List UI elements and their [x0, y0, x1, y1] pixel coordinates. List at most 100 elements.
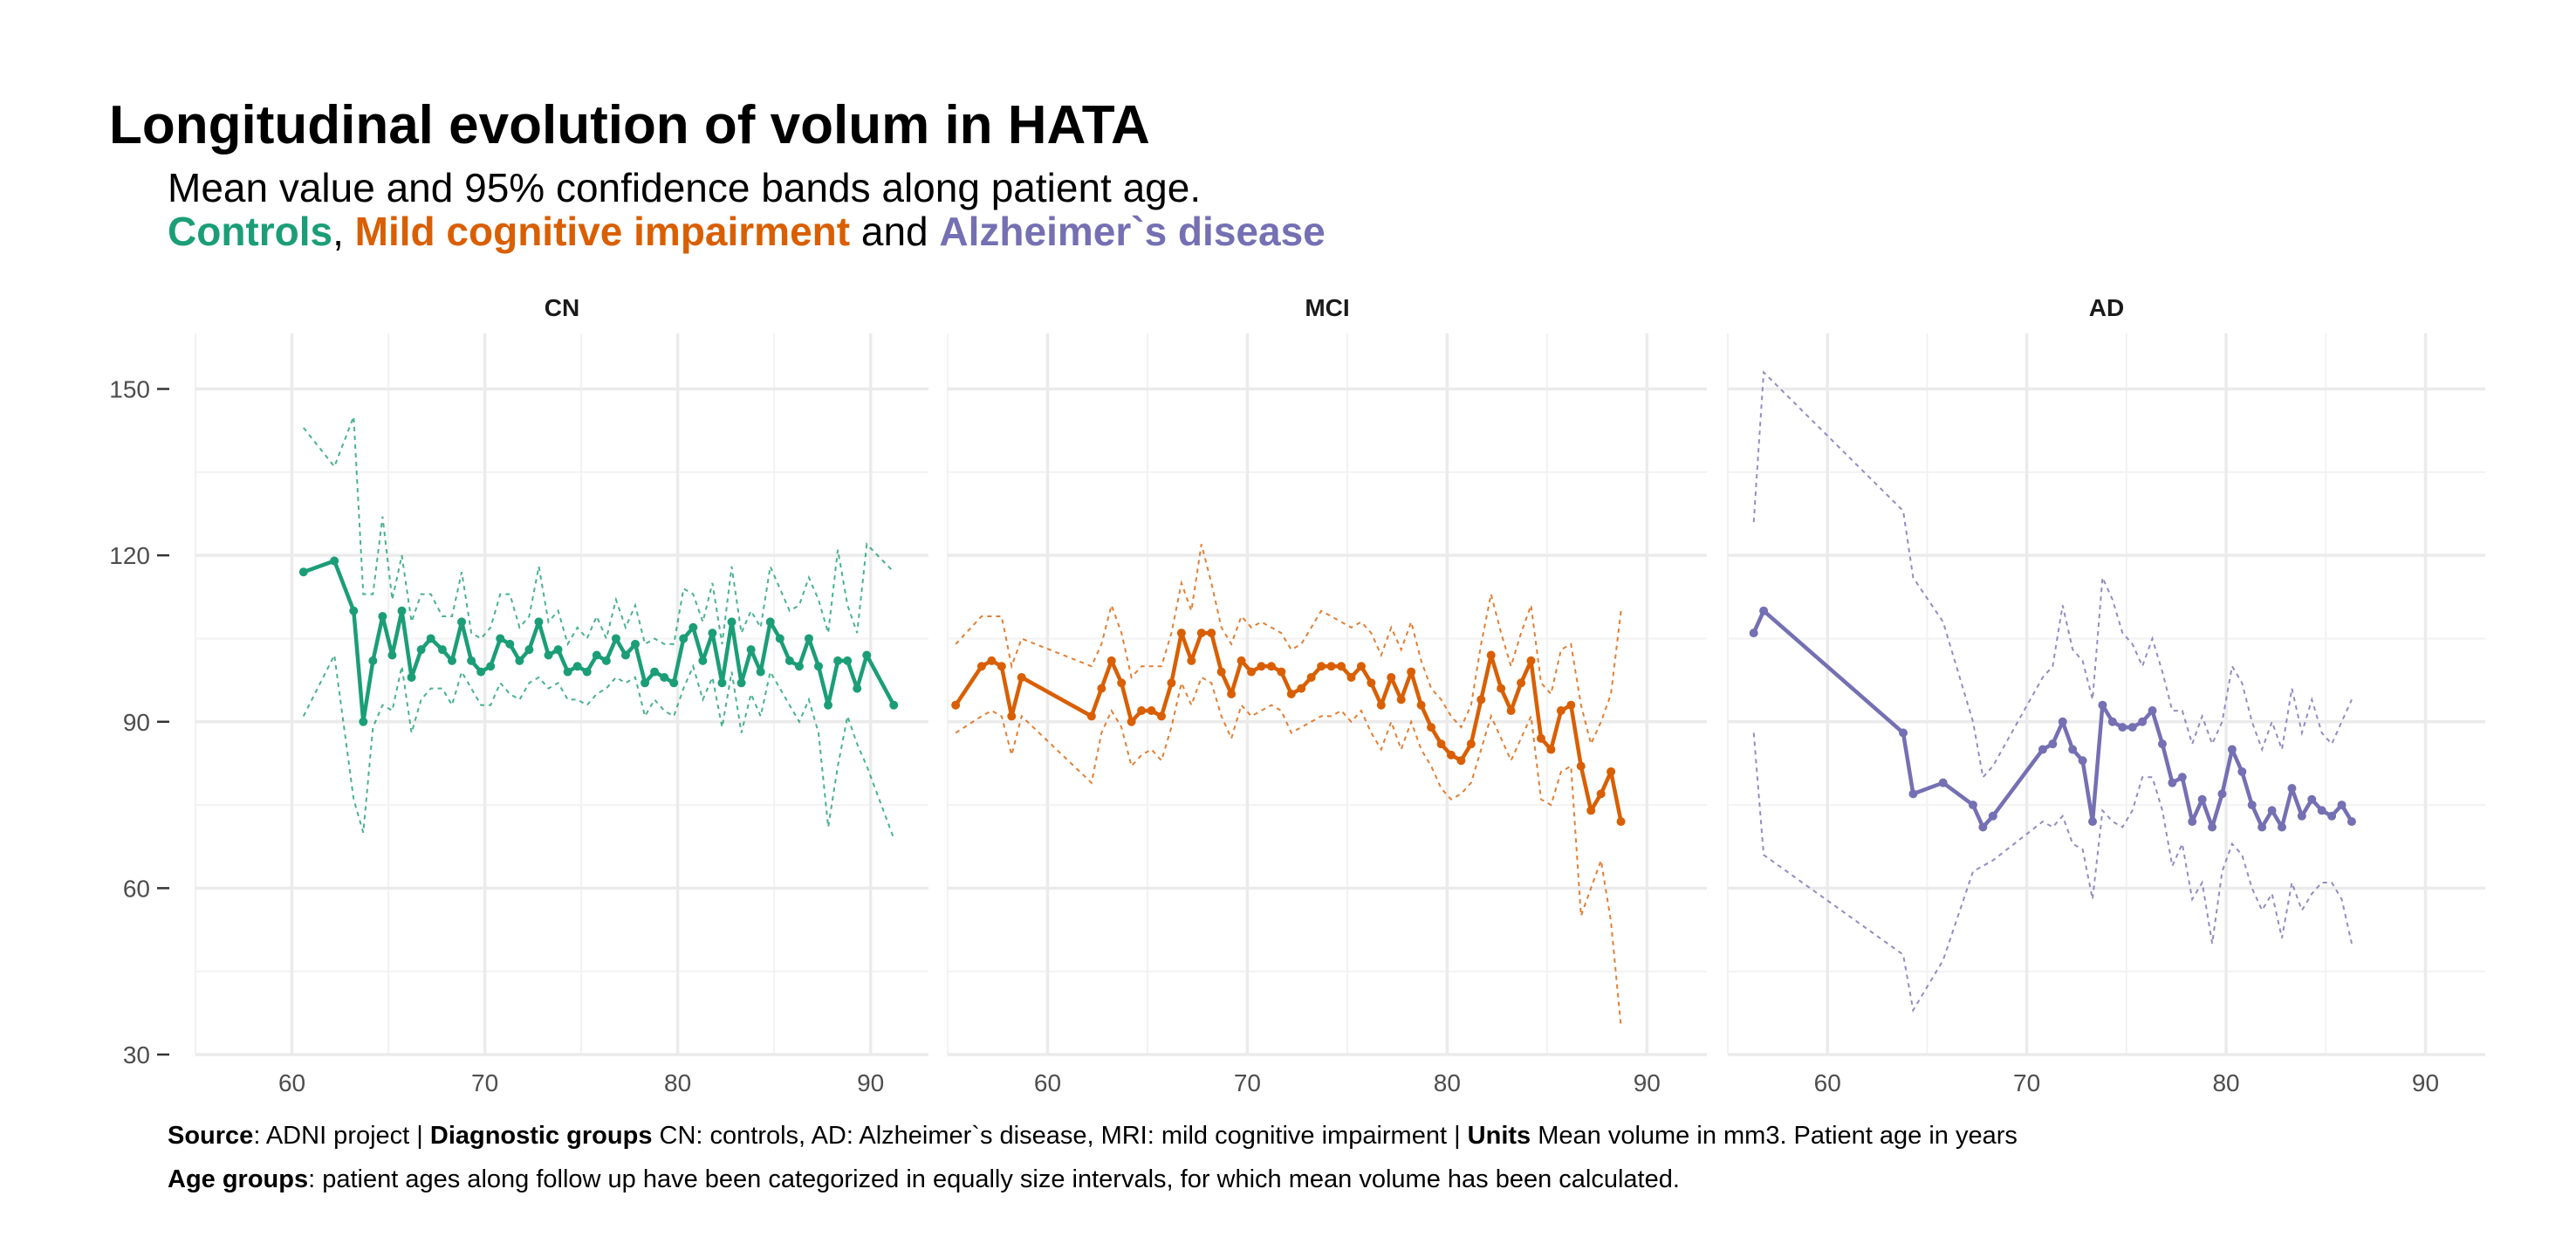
ad-mean-point: [2058, 717, 2067, 726]
mci-mean-point: [1476, 695, 1486, 704]
mci-mean-point: [1317, 662, 1326, 671]
mci-x-tick-label: 80: [1434, 1069, 1461, 1096]
ad-x-tick-label: 60: [1814, 1069, 1841, 1096]
cn-mean-point: [515, 656, 524, 665]
cn-mean-point: [853, 684, 862, 693]
mci-mean-point: [1216, 667, 1226, 677]
ad-mean-point: [1968, 801, 1977, 810]
cn-mean-point: [756, 667, 765, 677]
mci-mean-point: [1356, 662, 1366, 671]
mci-mean-point: [1436, 739, 1446, 749]
mci-mean-point: [1176, 629, 1186, 638]
cn-mean-point: [476, 667, 486, 677]
mci-x-tick-label: 90: [1634, 1069, 1661, 1096]
mci-lower-band: [955, 676, 1622, 1027]
mci-mean-point: [1576, 761, 1586, 771]
mci-mean-point: [1187, 656, 1196, 665]
cn-mean-point: [496, 634, 505, 643]
y-tick-label: 30: [123, 1041, 150, 1069]
mci-mean-point: [1517, 678, 1526, 688]
ad-mean-point: [2237, 766, 2247, 776]
mci-mean-point: [1586, 806, 1596, 815]
ad-mean-point: [2208, 822, 2217, 832]
ad-mean-point: [2048, 739, 2058, 749]
mci-mean-point: [1526, 656, 1536, 665]
mci-mean-point: [1556, 706, 1565, 716]
ad-mean-point: [1938, 778, 1948, 787]
mci-mean-point: [1596, 789, 1606, 799]
ad-x-tick-label: 80: [2212, 1069, 2239, 1096]
cn-mean-point: [611, 634, 620, 643]
ad-mean-point: [2118, 723, 2127, 732]
ad-mean-point: [2287, 784, 2297, 794]
cn-mean-point: [717, 678, 727, 688]
ad-x-tick-label: 70: [2013, 1069, 2040, 1096]
cn-mean-point: [620, 650, 630, 660]
mci-mean-point: [1207, 629, 1216, 638]
cn-mean-point: [330, 556, 339, 566]
mci-mean-point: [1446, 750, 1456, 759]
subtitle-controls: Controls: [168, 209, 333, 254]
cn-mean-point: [486, 662, 496, 671]
cn-mean-point: [784, 656, 794, 665]
ad-mean-point: [1749, 629, 1758, 638]
ad-mean-point: [1978, 822, 1988, 832]
ad-mean-point: [1899, 728, 1908, 738]
mci-mean-point: [1337, 662, 1346, 671]
ad-mean-point: [2177, 773, 2187, 782]
cn-upper-band: [303, 416, 894, 647]
mci-mean-point: [1506, 706, 1516, 716]
mci-mean-point: [1486, 650, 1496, 660]
ad-mean-point: [1759, 606, 1769, 615]
cn-mean-point: [650, 667, 660, 677]
mci-mean-line: [954, 630, 1623, 822]
cn-x-tick-label: 90: [857, 1069, 884, 1096]
mci-mean-point: [1147, 706, 1156, 716]
mci-mean-point: [1017, 672, 1026, 682]
cn-mean-point: [387, 650, 397, 660]
cn-x-tick-label: 70: [471, 1069, 498, 1096]
ad-mean-point: [2227, 745, 2237, 754]
cn-mean-point: [524, 645, 534, 655]
chart-subtitle-groups: Controls, Mild cognitive impairment and …: [168, 211, 1326, 251]
mci-mean-point: [1106, 656, 1116, 665]
mci-mean-point: [1227, 690, 1237, 698]
mci-mean-point: [951, 700, 961, 710]
cn-mean-point: [804, 634, 813, 643]
cn-x-tick-label: 80: [664, 1069, 691, 1096]
caption-line-2-part-1: : patient ages along follow up have been…: [308, 1165, 1680, 1193]
cn-mean-point: [407, 672, 416, 682]
ad-mean-point: [1908, 789, 1918, 799]
mci-mean-point: [1277, 667, 1286, 677]
mci-mean-point: [1097, 684, 1106, 693]
mci-x-tick-label: 60: [1034, 1069, 1061, 1096]
mci-mean-point: [1247, 667, 1256, 677]
caption-line-1-part-3: CN: controls, AD: Alzheimer`s disease, M…: [652, 1122, 1468, 1150]
ad-mean-point: [2107, 717, 2117, 726]
cn-mean-point: [448, 656, 456, 665]
ad-mean-point: [2038, 745, 2047, 754]
mci-mean-point: [1387, 672, 1396, 682]
ad-mean-point: [2197, 794, 2207, 804]
ad-mean-point: [2098, 700, 2107, 710]
mci-mean-point: [1616, 817, 1626, 827]
subtitle-separator-2: and: [850, 209, 940, 254]
mci-mean-point: [1396, 695, 1406, 704]
mci-mean-point: [1086, 711, 1096, 721]
cn-mean-point: [553, 645, 563, 655]
caption-line-1-part-0: Source: [168, 1122, 254, 1150]
ad-mean-point: [2078, 756, 2087, 766]
chart-title: Longitudinal evolution of volum in HATA: [109, 95, 1150, 155]
mci-mean-point: [1117, 678, 1127, 688]
caption-line-2: Age groups: patient ages along follow up…: [168, 1165, 1680, 1194]
ad-upper-band: [1752, 370, 2353, 780]
mci-mean-point: [1196, 629, 1206, 638]
y-tick-label: 120: [109, 542, 150, 569]
subtitle-mci: Mild cognitive impairment: [354, 209, 851, 254]
cn-mean-point: [669, 678, 679, 688]
cn-mean-point: [601, 656, 611, 665]
mci-mean-point: [1497, 684, 1506, 693]
cn-mean-point: [368, 656, 378, 665]
ad-mean-point: [2068, 745, 2078, 754]
